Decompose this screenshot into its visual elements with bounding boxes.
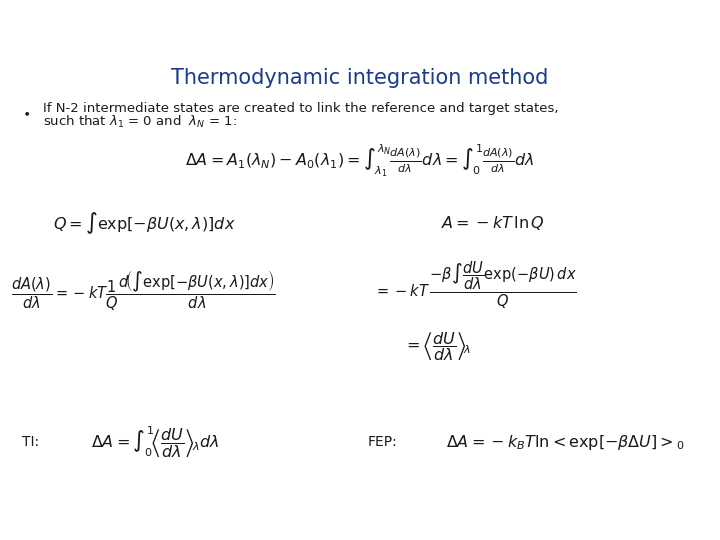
Text: FEP:: FEP: bbox=[367, 435, 397, 449]
Text: UNIVERSITY®: UNIVERSITY® bbox=[61, 33, 114, 43]
Text: $= -kT\,\dfrac{-\beta \int \dfrac{dU}{d\lambda}\mathrm{exp}(-\beta U)\,dx}{Q}$: $= -kT\,\dfrac{-\beta \int \dfrac{dU}{d\… bbox=[374, 260, 577, 312]
Text: $\dfrac{dA(\lambda)}{d\lambda} = -kT \dfrac{1}{Q}\dfrac{d\!\left(\int \mathrm{ex: $\dfrac{dA(\lambda)}{d\lambda} = -kT \df… bbox=[11, 268, 276, 313]
Text: $= \left\langle \dfrac{dU}{d\lambda} \right\rangle_{\!\lambda}$: $= \left\langle \dfrac{dU}{d\lambda} \ri… bbox=[403, 330, 472, 363]
Text: If N-2 intermediate states are created to link the reference and target states,: If N-2 intermediate states are created t… bbox=[43, 103, 559, 116]
Text: $\Delta A = -k_B T \ln < \mathrm{exp}[-\beta \Delta U] >_0$: $\Delta A = -k_B T \ln < \mathrm{exp}[-\… bbox=[446, 433, 685, 452]
Text: $A = -kT\, \mathrm{ln}\, Q$: $A = -kT\, \mathrm{ln}\, Q$ bbox=[441, 214, 545, 232]
Text: TEMPLE: TEMPLE bbox=[61, 5, 135, 23]
Text: $\bullet$: $\bullet$ bbox=[22, 106, 30, 119]
Text: TI:: TI: bbox=[22, 435, 39, 449]
Text: $\Delta A = A_1(\lambda_N) - A_0(\lambda_1) = \int_{\lambda_1}^{\lambda_N} \frac: $\Delta A = A_1(\lambda_N) - A_0(\lambda… bbox=[185, 143, 535, 179]
Text: Thermodynamic integration method: Thermodynamic integration method bbox=[171, 68, 549, 88]
Text: T: T bbox=[24, 3, 37, 21]
Text: such that $\lambda_1$ = 0 and  $\lambda_N$ = 1:: such that $\lambda_1$ = 0 and $\lambda_N… bbox=[43, 114, 237, 130]
Text: $Q = \int \mathrm{exp}[-\beta U(x,\lambda)]dx$: $Q = \int \mathrm{exp}[-\beta U(x,\lambd… bbox=[53, 211, 235, 236]
Text: $\Delta A = \int_0^1 \!\left\langle \dfrac{dU}{d\lambda} \right\rangle_{\!\lambd: $\Delta A = \int_0^1 \!\left\langle \dfr… bbox=[91, 424, 219, 460]
